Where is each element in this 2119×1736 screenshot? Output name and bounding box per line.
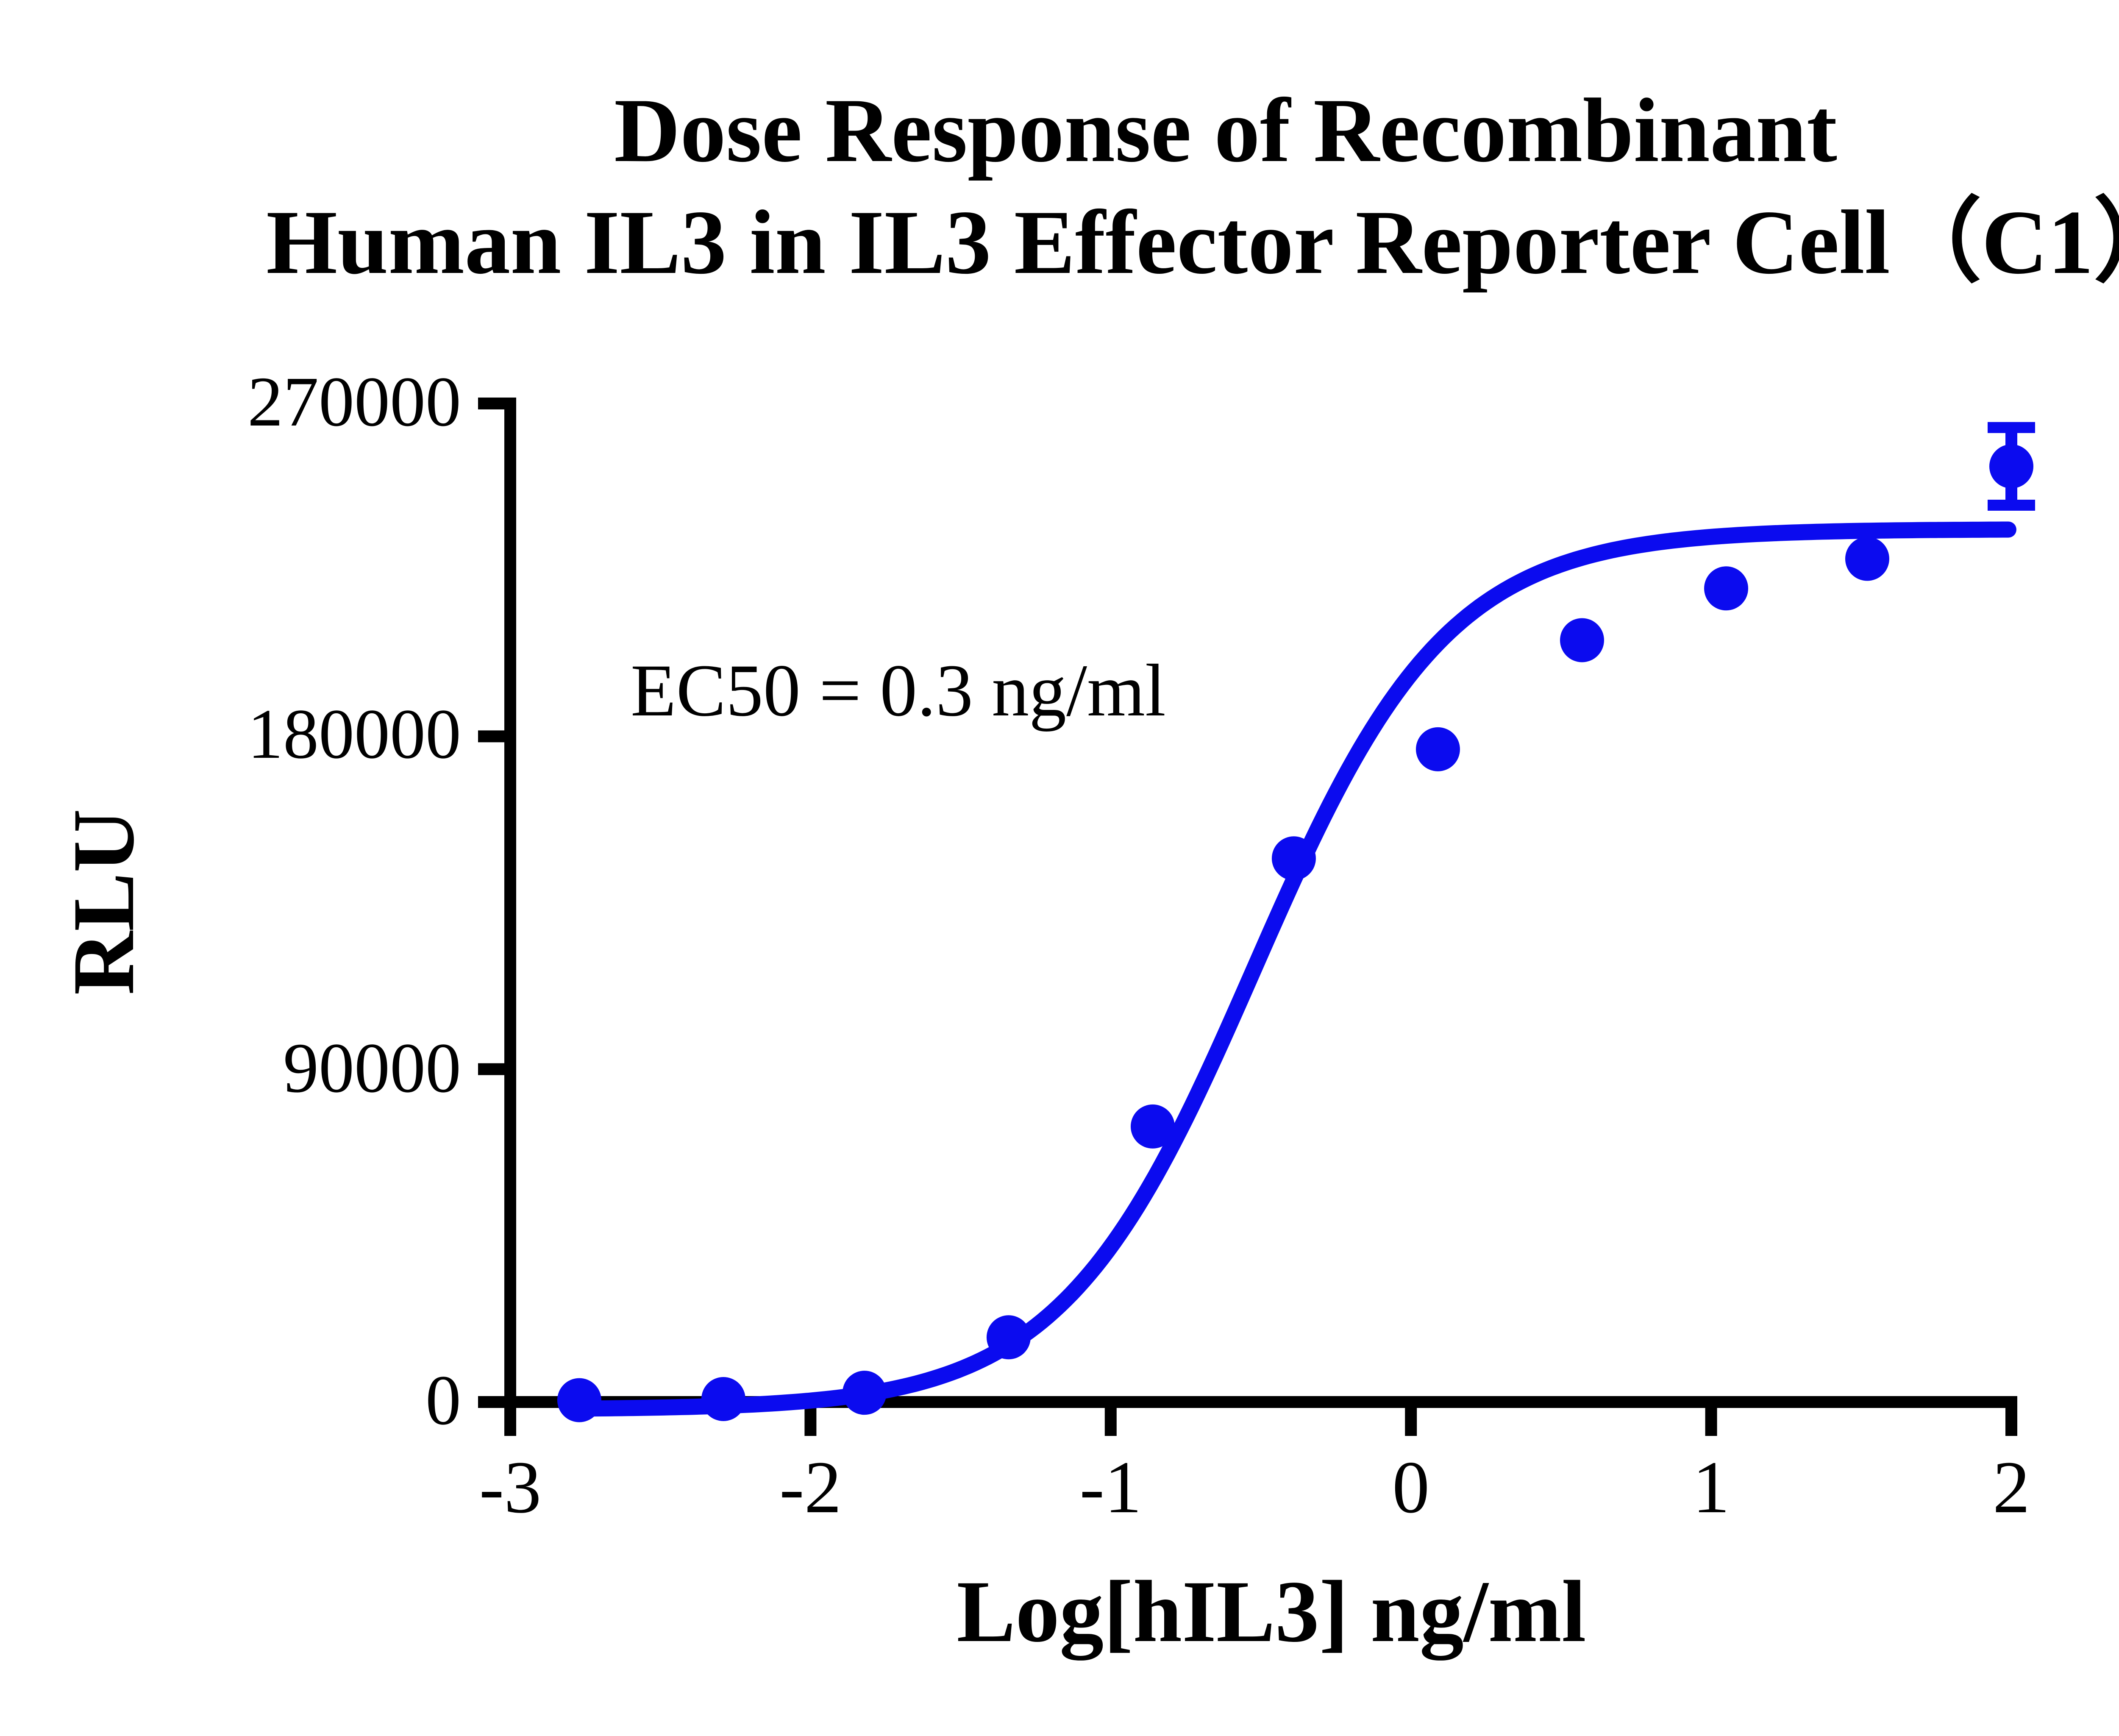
- data-point: [986, 1315, 1031, 1360]
- x-tick-label: 1: [1692, 1446, 1730, 1529]
- x-tick-label: -3: [479, 1446, 542, 1529]
- y-tick-label: 90000: [283, 1030, 461, 1108]
- data-point: [1704, 566, 1749, 611]
- data-point: [1989, 444, 2033, 489]
- chart-title: Dose Response of Recombinant Human IL3 i…: [136, 75, 2119, 298]
- data-point: [1415, 727, 1460, 771]
- data-point: [557, 1378, 601, 1422]
- chart-title-line1: Dose Response of Recombinant: [614, 80, 1837, 181]
- data-point: [1560, 618, 1604, 662]
- y-tick-label: 0: [425, 1363, 461, 1441]
- data-point: [701, 1377, 745, 1422]
- x-axis-label: Log[hIL3] ng/ml: [957, 1565, 1586, 1661]
- y-tick-label: 180000: [247, 697, 461, 776]
- ec50-annotation: EC50 = 0.3 ng/ml: [631, 649, 1166, 732]
- x-tick-label: -2: [779, 1446, 842, 1529]
- data-point: [842, 1371, 887, 1415]
- x-tick-label: 0: [1392, 1446, 1430, 1529]
- data-point: [1130, 1104, 1175, 1149]
- x-tick-label: -1: [1079, 1446, 1142, 1529]
- y-tick-label: 270000: [247, 364, 461, 442]
- x-tick-label: 2: [1993, 1446, 2030, 1529]
- y-axis-label: RLU: [57, 809, 153, 995]
- data-point: [1845, 537, 1889, 581]
- data-point: [1271, 836, 1316, 881]
- chart-title-line2: Human IL3 in IL3 Effector Reporter Cell（…: [266, 192, 2119, 293]
